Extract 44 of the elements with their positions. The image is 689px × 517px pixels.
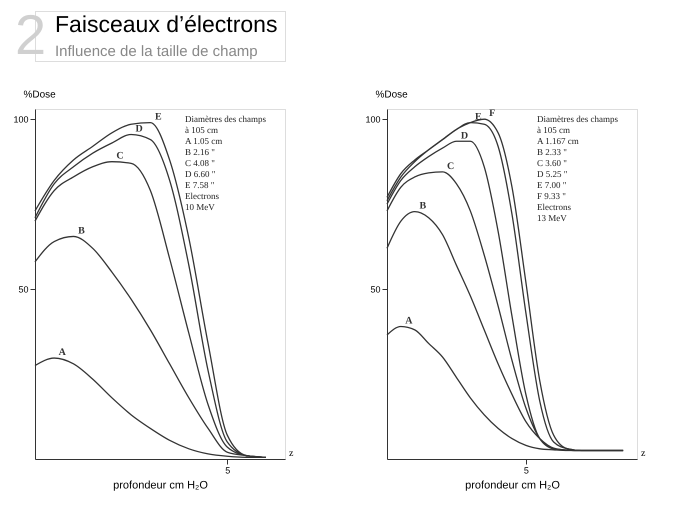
- annotation: E 7.58 ": [185, 180, 215, 190]
- chart-title: Faisceaux d’électrons: [55, 11, 278, 37]
- y-axis-title: %Dose: [24, 90, 56, 100]
- series-label: E: [155, 112, 162, 123]
- annotation: D 5.25 ": [537, 169, 568, 179]
- annotation: E 7.00 ": [537, 180, 567, 190]
- annotation: D 6.60 ": [185, 169, 216, 179]
- series-label: C: [446, 160, 454, 172]
- annotation: 13 MeV: [537, 213, 568, 223]
- y-tick-label: 100: [365, 114, 380, 125]
- x-tick-label: 5: [524, 466, 529, 476]
- annotation: à 105 cm: [185, 125, 218, 135]
- annotation: C 3.60 ": [537, 158, 568, 168]
- annotation: C 4.08 ": [185, 158, 216, 168]
- series-label: A: [405, 315, 414, 326]
- annotation: Electrons: [185, 191, 220, 201]
- x-axis-title: profondeur cm H₂O: [465, 480, 560, 492]
- series-label: A: [58, 347, 67, 358]
- series-label: B: [419, 200, 426, 212]
- y-tick-label: 50: [18, 284, 28, 295]
- text: z: [289, 448, 294, 459]
- y-tick-label: 100: [13, 114, 28, 125]
- annotation: Diamètres des champs: [537, 114, 618, 124]
- annotation: A 1.05 cm: [185, 136, 222, 146]
- annotation: 10 MeV: [185, 202, 216, 212]
- text: z: [641, 448, 646, 459]
- series-label: F: [489, 108, 496, 120]
- y-tick-label: 50: [370, 284, 380, 295]
- chart-subtitle: Influence de la taille de champ: [55, 43, 258, 60]
- annotation: Electrons: [537, 202, 572, 212]
- x-axis-title: profondeur cm H₂O: [113, 480, 208, 492]
- series-label: D: [460, 130, 468, 142]
- annotation: F 9.33 ": [537, 191, 566, 201]
- annotation: B 2.16 ": [185, 147, 216, 157]
- x-tick-label: 5: [225, 466, 230, 476]
- annotation: Diamètres des champs: [185, 114, 266, 124]
- series-label: E: [474, 112, 482, 123]
- annotation: à 105 cm: [537, 125, 570, 135]
- annotation: B 2.33 ": [537, 147, 568, 157]
- series-label: C: [116, 150, 124, 162]
- y-axis-title: %Dose: [376, 90, 408, 100]
- series-label: B: [78, 225, 86, 236]
- annotation: A 1.167 cm: [537, 136, 579, 146]
- series-label: D: [136, 123, 143, 134]
